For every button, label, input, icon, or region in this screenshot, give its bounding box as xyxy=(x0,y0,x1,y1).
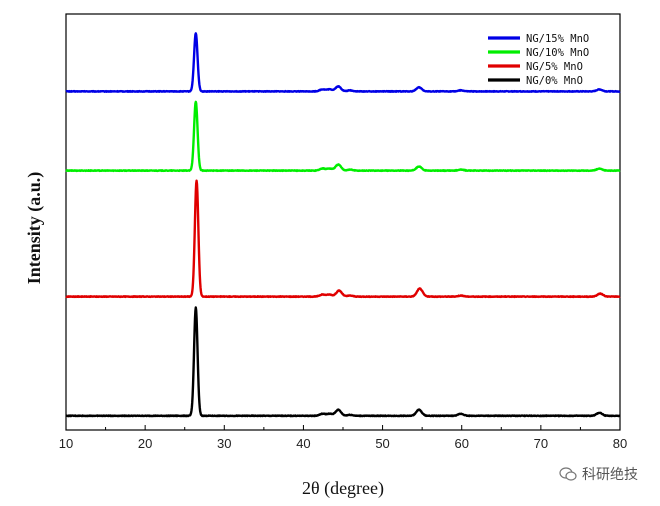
legend-label: NG/15% MnO xyxy=(526,33,589,45)
legend-label: NG/5% MnO xyxy=(526,61,583,73)
wechat-icon xyxy=(559,467,577,481)
x-tick-label: 20 xyxy=(138,436,152,451)
series-line-3 xyxy=(65,306,621,418)
x-tick-label: 80 xyxy=(613,436,627,451)
x-tick-label: 50 xyxy=(375,436,389,451)
series-line-2 xyxy=(65,179,621,299)
x-tick-label: 70 xyxy=(534,436,548,451)
x-tick-label: 10 xyxy=(59,436,73,451)
legend: NG/15% MnO NG/10% MnO NG/5% MnO NG/0% MnO xyxy=(488,33,589,87)
series-line-0 xyxy=(65,32,621,93)
x-tick-label: 30 xyxy=(217,436,231,451)
watermark: 科研绝技 xyxy=(559,464,638,484)
legend-label: NG/10% MnO xyxy=(526,47,589,59)
x-tick-label: 40 xyxy=(296,436,310,451)
x-axis-title: 2θ (degree) xyxy=(302,478,384,499)
x-axis-ticks: 10 20 30 40 50 60 70 80 xyxy=(59,425,627,451)
legend-label: NG/0% MnO xyxy=(526,75,583,87)
y-axis-title: Intensity (a.u.) xyxy=(24,172,45,285)
watermark-text: 科研绝技 xyxy=(582,467,638,483)
series-layer xyxy=(65,32,621,418)
series-line-1 xyxy=(65,100,621,173)
x-tick-label: 60 xyxy=(454,436,468,451)
